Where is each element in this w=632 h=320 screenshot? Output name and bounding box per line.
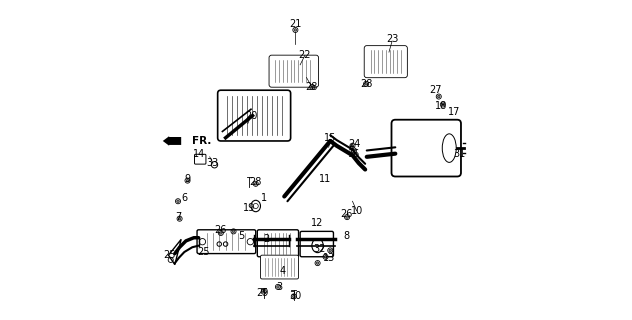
Text: 11: 11 bbox=[319, 174, 332, 184]
Text: 33: 33 bbox=[207, 158, 219, 168]
Ellipse shape bbox=[437, 95, 440, 98]
Text: 7: 7 bbox=[175, 212, 181, 222]
Text: 28: 28 bbox=[250, 177, 262, 187]
Ellipse shape bbox=[294, 29, 296, 31]
Text: 4: 4 bbox=[279, 266, 286, 276]
Text: 6: 6 bbox=[181, 193, 188, 203]
FancyBboxPatch shape bbox=[391, 120, 461, 177]
Text: 17: 17 bbox=[448, 108, 460, 117]
Text: 26: 26 bbox=[340, 209, 352, 219]
Ellipse shape bbox=[177, 200, 179, 203]
FancyBboxPatch shape bbox=[257, 230, 298, 257]
Text: FR.: FR. bbox=[192, 136, 212, 146]
Text: 25: 25 bbox=[197, 247, 210, 257]
FancyBboxPatch shape bbox=[300, 231, 334, 257]
Text: 1: 1 bbox=[260, 193, 267, 203]
FancyBboxPatch shape bbox=[197, 230, 256, 253]
Ellipse shape bbox=[311, 86, 313, 88]
Text: 16: 16 bbox=[348, 149, 360, 159]
Ellipse shape bbox=[293, 295, 295, 298]
Text: 25: 25 bbox=[163, 250, 176, 260]
Ellipse shape bbox=[232, 230, 235, 233]
FancyBboxPatch shape bbox=[217, 90, 291, 141]
Text: 22: 22 bbox=[299, 50, 311, 60]
Text: 3: 3 bbox=[276, 282, 283, 292]
Text: 29: 29 bbox=[256, 288, 268, 298]
Text: 20: 20 bbox=[245, 111, 257, 121]
Text: 12: 12 bbox=[312, 219, 324, 228]
Ellipse shape bbox=[277, 286, 279, 288]
Text: 24: 24 bbox=[348, 139, 360, 149]
Ellipse shape bbox=[317, 262, 319, 264]
Text: 2: 2 bbox=[264, 234, 270, 244]
Ellipse shape bbox=[262, 290, 265, 293]
Ellipse shape bbox=[324, 255, 327, 258]
Ellipse shape bbox=[255, 182, 257, 185]
Text: 13: 13 bbox=[322, 253, 335, 263]
Text: 31: 31 bbox=[453, 149, 466, 159]
Ellipse shape bbox=[351, 144, 354, 147]
Text: 19: 19 bbox=[243, 203, 255, 212]
Ellipse shape bbox=[329, 249, 332, 252]
Ellipse shape bbox=[442, 103, 444, 106]
Ellipse shape bbox=[186, 179, 189, 182]
FancyBboxPatch shape bbox=[364, 46, 408, 78]
Text: 10: 10 bbox=[351, 206, 363, 216]
Text: 14: 14 bbox=[193, 149, 205, 159]
Text: 8: 8 bbox=[343, 231, 349, 241]
Ellipse shape bbox=[219, 232, 222, 234]
Text: 18: 18 bbox=[435, 101, 447, 111]
Text: 28: 28 bbox=[361, 79, 373, 89]
Ellipse shape bbox=[365, 83, 367, 85]
FancyBboxPatch shape bbox=[269, 55, 319, 87]
Ellipse shape bbox=[178, 217, 181, 220]
FancyBboxPatch shape bbox=[195, 154, 206, 164]
Text: 23: 23 bbox=[386, 35, 398, 44]
Text: 5: 5 bbox=[238, 231, 245, 241]
FancyArrow shape bbox=[163, 136, 181, 146]
Polygon shape bbox=[169, 239, 181, 265]
Text: 26: 26 bbox=[215, 225, 227, 235]
Text: 32: 32 bbox=[313, 244, 325, 254]
FancyBboxPatch shape bbox=[260, 255, 298, 279]
Ellipse shape bbox=[346, 216, 348, 218]
Text: 15: 15 bbox=[324, 133, 336, 143]
Text: 28: 28 bbox=[306, 82, 318, 92]
Ellipse shape bbox=[353, 149, 355, 152]
Text: 9: 9 bbox=[185, 174, 191, 184]
Text: 27: 27 bbox=[430, 85, 442, 95]
Text: 30: 30 bbox=[289, 292, 301, 301]
Text: 21: 21 bbox=[289, 19, 301, 28]
